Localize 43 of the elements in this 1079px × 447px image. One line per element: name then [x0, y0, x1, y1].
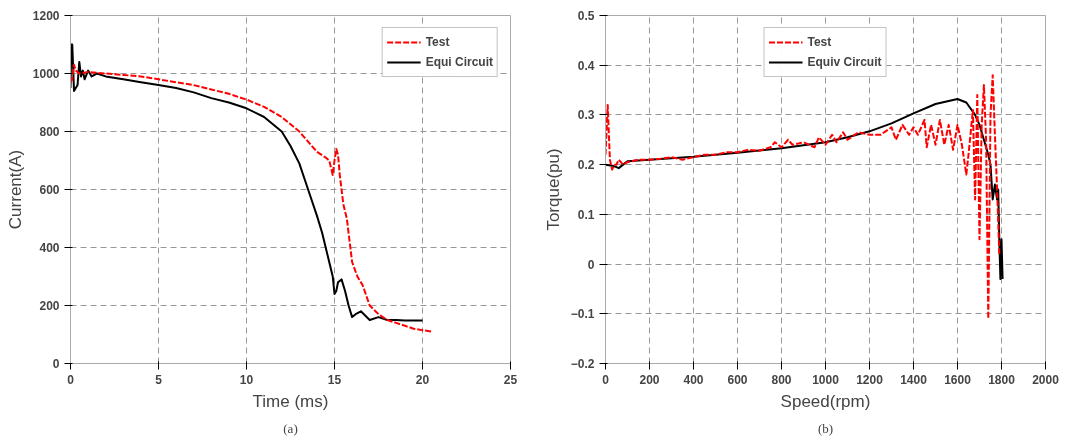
x-tick-label: 25 [503, 372, 518, 387]
x-tick-label: 1600 [944, 372, 972, 387]
y-tick-label: 400 [39, 241, 60, 255]
y-tick-label: 200 [39, 299, 60, 313]
y-tick-label: 0.5 [577, 9, 595, 23]
y-tick-label: 1000 [32, 67, 60, 81]
y-tick-label: 0.1 [577, 207, 595, 222]
x-tick-label: 20 [415, 372, 430, 387]
y-axis-title: Current(A) [5, 149, 25, 230]
x-tick-label: 1000 [812, 372, 840, 387]
x-tick-label: 1800 [988, 372, 1016, 387]
y-tick-label: 1200 [32, 9, 60, 23]
y-tick-label: 0 [52, 357, 60, 371]
x-tick-label: 1400 [900, 372, 928, 387]
y-tick-label: 0.2 [577, 158, 595, 173]
y-axis-title: Torque(pu) [543, 148, 563, 231]
text: (a) [283, 420, 298, 436]
x-tick-label: 400 [683, 372, 704, 387]
x-axis-title: Time (ms) [252, 391, 329, 411]
legend-label: Test [425, 35, 450, 49]
x-axis-title: Speed(rpm) [780, 391, 871, 411]
y-tick-label: 600 [39, 183, 60, 197]
legend-label: Equi Circuit [425, 55, 493, 69]
y-tick-label: 0.4 [577, 58, 595, 73]
y-tick-label: −0.1 [570, 307, 595, 322]
x-tick-label: 10 [239, 372, 254, 387]
y-tick-label: 800 [39, 125, 60, 139]
x-tick-label: 5 [155, 372, 163, 387]
x-tick-label: 15 [327, 372, 342, 387]
y-tick-label: 0.3 [577, 108, 595, 123]
line-series [605, 74, 1001, 320]
x-tick-label: 2000 [1032, 372, 1060, 387]
y-tick-label: 0 [587, 257, 595, 272]
y-tick-label: −0.2 [570, 357, 595, 371]
x-tick-label: 200 [639, 372, 660, 387]
x-tick-label: 0 [67, 372, 75, 387]
x-tick-label: 800 [771, 372, 792, 387]
x-tick-label: 0 [602, 372, 610, 387]
legend-label: Equiv Circuit [807, 55, 882, 69]
x-tick-label: 1200 [856, 372, 884, 387]
text: (b) [817, 420, 834, 436]
x-tick-label: 600 [727, 372, 748, 387]
legend-label: Test [807, 35, 832, 49]
